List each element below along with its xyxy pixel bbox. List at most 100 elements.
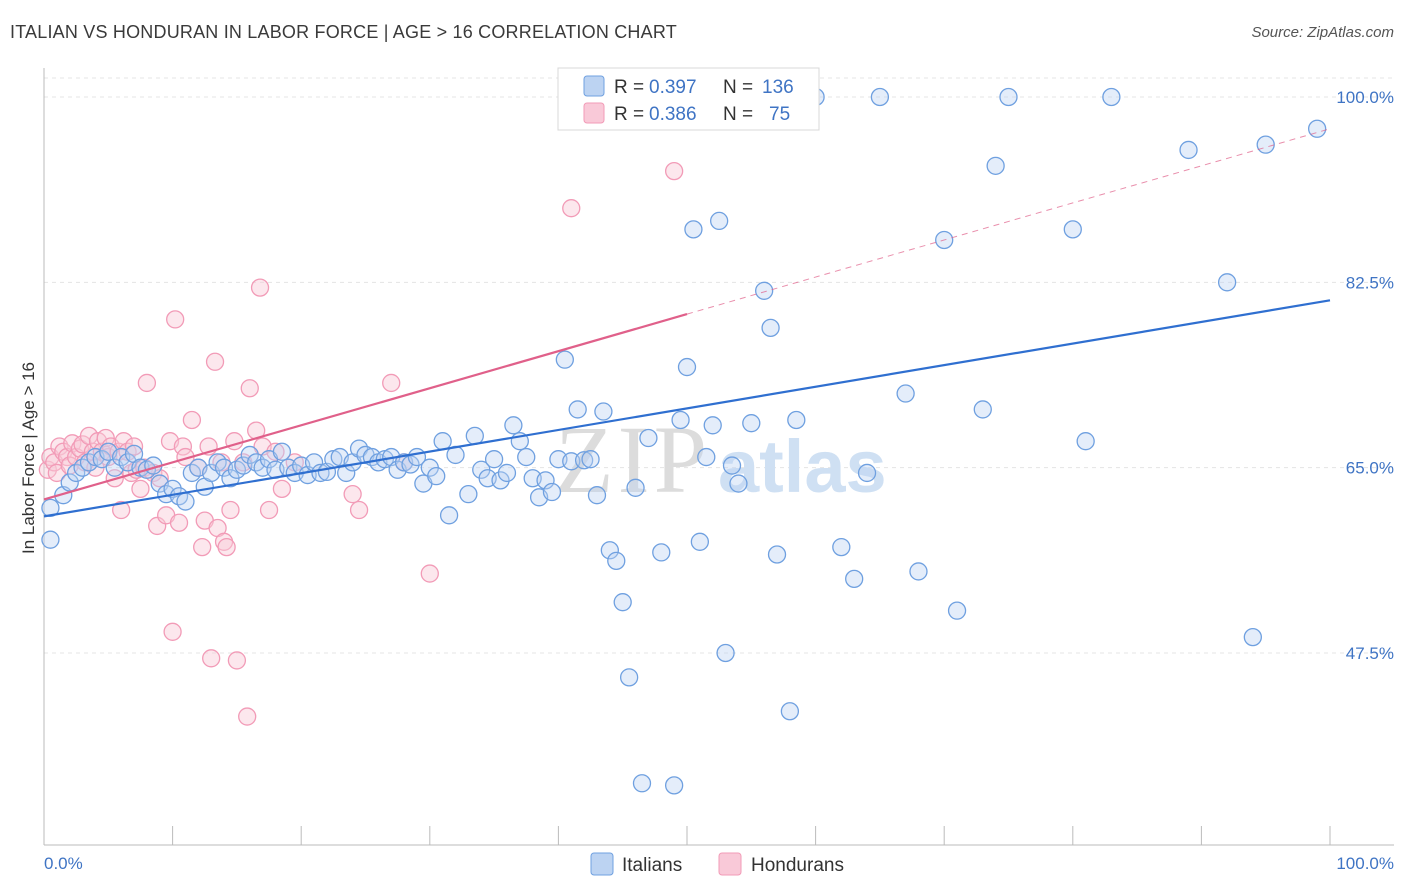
legend-swatch-italians	[583, 75, 605, 97]
italian-point-117	[909, 562, 928, 581]
italian-point-123	[1063, 220, 1082, 239]
y-tick-label-3: 47.5%	[1346, 644, 1394, 663]
italian-point-96	[677, 357, 697, 377]
italian-point-79	[555, 350, 574, 369]
honduran-point-37	[163, 622, 182, 641]
honduran-point-63	[266, 442, 285, 461]
italian-point-101	[710, 211, 729, 231]
italian-point-130	[1307, 119, 1327, 138]
gridlines	[44, 77, 1394, 654]
bottom-legend-italians: Italians	[622, 855, 682, 876]
honduran-point-66	[343, 484, 362, 504]
y-tick-label-2: 65.0%	[1346, 459, 1394, 478]
italian-point-98	[690, 532, 710, 551]
honduran-point-64	[272, 479, 292, 498]
legend-swatch-hondurans	[583, 102, 605, 124]
italian-point-86	[600, 541, 619, 560]
italian-point-71	[504, 416, 523, 435]
honduran-point-53	[221, 500, 240, 520]
honduran-point-39	[169, 513, 189, 532]
honduran-point-62	[259, 500, 279, 520]
y-tick-label-1: 82.5%	[1346, 273, 1394, 292]
italian-point-112	[832, 537, 851, 557]
italian-point-90	[626, 478, 645, 497]
italian-point-105	[742, 414, 761, 433]
italian-point-108	[767, 545, 787, 564]
italians-trend-line	[43, 299, 1331, 518]
hondurans-trend-extension	[686, 128, 1331, 315]
honduran-point-42	[182, 410, 202, 430]
honduran-point-29	[131, 479, 150, 498]
x-tick-min: 0.0%	[44, 854, 83, 873]
italian-point-128	[1243, 627, 1262, 647]
hondurans-trend-line	[43, 313, 688, 501]
italian-point-119	[947, 601, 967, 620]
italian-point-124	[1076, 432, 1095, 451]
italian-point-83	[581, 450, 600, 469]
italian-point-88	[613, 593, 632, 612]
italian-point-64	[459, 484, 478, 504]
legend-r-label-hondurans: R =	[614, 104, 644, 125]
legend-box: R = 0.397 N = 136 R = 0.386 N = 75	[557, 67, 820, 131]
italian-point-65	[465, 426, 484, 446]
italian-point-120	[973, 400, 992, 419]
bottom-legend-hondurans: Hondurans	[751, 855, 844, 876]
honduran-point-47	[202, 649, 221, 668]
honduran-point-70	[420, 564, 439, 583]
honduran-point-24	[114, 432, 133, 451]
italian-point-46	[337, 463, 356, 483]
honduran-point-55	[227, 651, 247, 670]
italian-point-56	[401, 455, 420, 474]
honduran-point-38	[166, 310, 185, 329]
italian-point-91	[632, 774, 652, 793]
honduran-point-68	[382, 373, 401, 393]
italian-point-129	[1256, 135, 1275, 154]
honduran-point-71	[562, 199, 581, 218]
source-label: Source: ZipAtlas.com	[1251, 24, 1394, 41]
italian-point-77	[542, 482, 562, 502]
italian-point-122	[999, 87, 1018, 107]
legend-r-hondurans: 0.386	[649, 104, 697, 125]
axes	[43, 68, 1394, 846]
honduran-point-52	[217, 537, 236, 557]
legend-n-hondurans: 75	[769, 104, 790, 125]
italian-point-113	[845, 569, 864, 589]
italian-point-89	[619, 668, 639, 687]
italian-point-100	[703, 416, 722, 435]
italian-point-73	[517, 447, 536, 467]
italian-point-95	[671, 410, 690, 430]
italian-point-114	[857, 463, 877, 483]
italian-point-8	[92, 450, 112, 469]
y-tick-label-0: 100.0%	[1336, 88, 1394, 107]
italian-point-92	[639, 428, 658, 448]
italian-point-81	[568, 400, 587, 419]
trend-lines	[43, 128, 1331, 518]
honduran-point-60	[250, 278, 270, 297]
bottom-swatch-italians	[590, 852, 614, 876]
italian-point-115	[870, 87, 890, 107]
honduran-point-31	[137, 373, 157, 393]
italian-point-62	[439, 506, 459, 525]
italian-point-70	[497, 463, 517, 483]
honduran-point-58	[240, 379, 259, 398]
legend-r-italians: 0.397	[649, 77, 697, 98]
italian-point-69	[491, 471, 510, 490]
italian-point-99	[697, 447, 716, 467]
honduran-point-27	[124, 437, 144, 456]
italian-point-102	[716, 643, 735, 663]
honduran-point-57	[238, 707, 257, 726]
italian-point-82	[574, 451, 594, 470]
italian-point-61	[433, 432, 452, 451]
italian-point-80	[562, 452, 581, 471]
italian-point-103	[722, 456, 742, 475]
italian-point-76	[536, 471, 555, 490]
italian-point-68	[484, 450, 504, 469]
italian-point-125	[1102, 87, 1121, 107]
italian-point-84	[587, 486, 607, 505]
italian-point-104	[729, 474, 748, 493]
italian-point-60	[427, 466, 446, 486]
italian-point-31	[240, 445, 259, 465]
legend-n-italians: 136	[762, 77, 794, 98]
italian-point-36	[272, 442, 292, 461]
italian-point-87	[607, 551, 626, 571]
